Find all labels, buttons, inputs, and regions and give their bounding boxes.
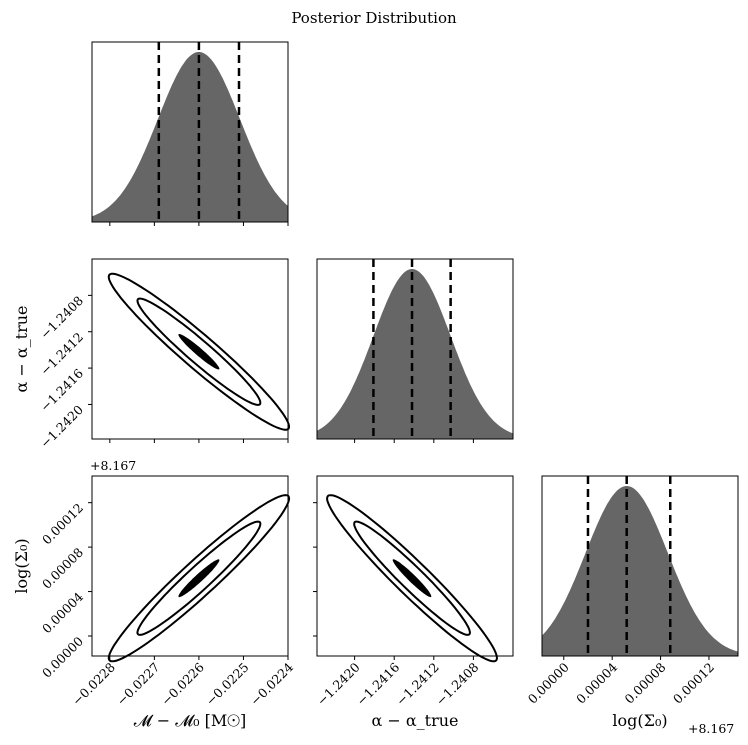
hist-alpha-frame bbox=[316, 258, 514, 440]
x-tick-label: −0.0224 bbox=[247, 659, 296, 708]
y-tick-label: 0.00004 bbox=[39, 589, 86, 636]
x-tick-label: 0.00008 bbox=[622, 659, 669, 706]
y-axis-label-alpha: α − α_true bbox=[12, 305, 31, 392]
histogram-alpha-panel bbox=[316, 258, 514, 440]
ls-alpha-frame bbox=[316, 475, 514, 657]
x-tick-label: −1.2408 bbox=[433, 659, 482, 708]
histogram-fill bbox=[542, 486, 738, 656]
contour-level-2 bbox=[326, 494, 498, 663]
histogram-m-panel bbox=[91, 41, 289, 223]
y-tick-label: 0.00012 bbox=[39, 500, 86, 547]
x-tick-label: −0.0226 bbox=[158, 659, 207, 708]
histogram-fill bbox=[317, 269, 513, 439]
histogram-fill bbox=[92, 52, 288, 222]
ls-m-frame bbox=[91, 475, 289, 657]
contour-core bbox=[178, 559, 220, 598]
x-tick-label: −0.0228 bbox=[69, 659, 118, 708]
y-tick-label: 0.00000 bbox=[39, 633, 86, 680]
y-axis-label-logsigma: log(Σ₀) bbox=[12, 538, 31, 593]
offset-text-left: +8.167 bbox=[90, 458, 136, 473]
offset-text-bottom: +8.167 bbox=[688, 721, 734, 736]
contour-level-2 bbox=[107, 272, 290, 431]
x-axis-label-m: 𝓜 − 𝓜₀ [M☉] bbox=[134, 711, 247, 730]
scatter-logsigma-vs-alpha-panel bbox=[316, 475, 514, 663]
x-tick-label: 0.00000 bbox=[525, 659, 572, 706]
contour-level-1 bbox=[136, 297, 262, 406]
scatter-logsigma-vs-m-panel bbox=[91, 475, 291, 663]
alpha-m-frame bbox=[91, 258, 289, 440]
contour-core bbox=[392, 559, 432, 598]
contour-level-2 bbox=[107, 494, 291, 663]
contour-core bbox=[178, 334, 220, 370]
contour-level-1 bbox=[136, 520, 262, 636]
hist-ls-frame bbox=[541, 475, 739, 657]
x-tick-label: 0.00012 bbox=[670, 660, 717, 707]
contour-level-1 bbox=[353, 520, 471, 636]
y-tick-label: 0.00008 bbox=[39, 545, 86, 592]
x-tick-label: −0.0225 bbox=[203, 660, 252, 709]
x-axis-label-alpha: α − α_true bbox=[371, 711, 458, 730]
chart-title: Posterior Distribution bbox=[291, 9, 457, 27]
hist-m-frame bbox=[91, 41, 289, 223]
x-tick-label: −0.0227 bbox=[114, 659, 163, 708]
histogram-logsigma-panel bbox=[541, 475, 739, 657]
scatter-alpha-vs-m-panel bbox=[91, 258, 290, 440]
x-axis-label-logsigma: log(Σ₀) bbox=[612, 711, 667, 730]
x-tick-label: 0.00004 bbox=[573, 659, 620, 706]
